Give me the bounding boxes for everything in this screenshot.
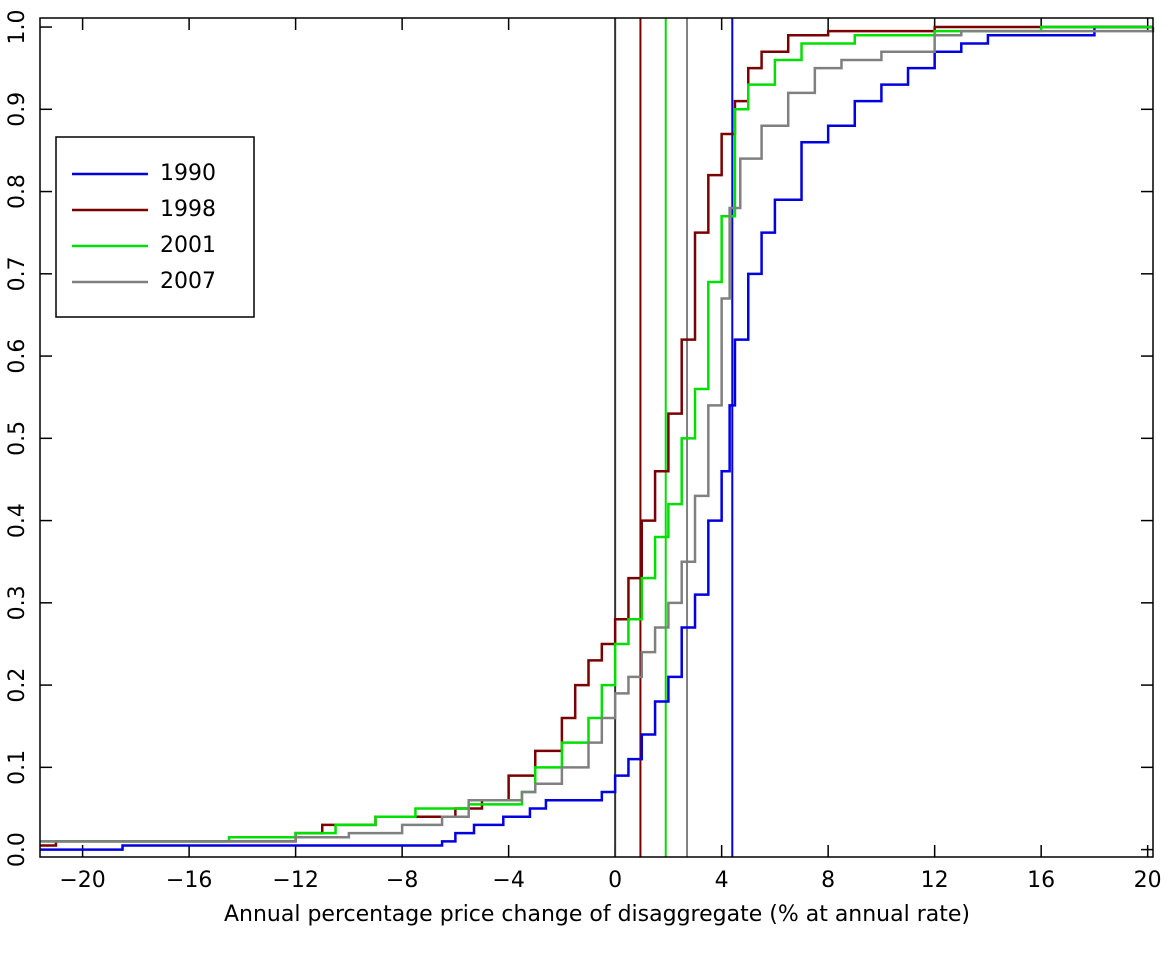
legend-label: 2007 — [160, 269, 216, 294]
y-tick-label: 0.7 — [5, 256, 30, 291]
y-tick-label: 0.4 — [5, 503, 30, 538]
y-tick-label: 0.6 — [5, 339, 30, 374]
y-tick-label: 0.5 — [5, 421, 30, 456]
x-axis-label: Annual percentage price change of disagg… — [224, 902, 970, 927]
y-tick-label: 0.8 — [5, 174, 30, 209]
y-tick-label: 0.9 — [5, 92, 30, 127]
x-tick-label: −16 — [166, 868, 212, 893]
step-line — [40, 25, 1153, 843]
legend-box — [55, 136, 255, 318]
x-tick-label: 20 — [1134, 868, 1162, 893]
x-tick-label: −8 — [386, 868, 418, 893]
x-tick-label: 8 — [821, 868, 835, 893]
plot-frame — [39, 17, 1154, 858]
step-line — [40, 25, 1153, 847]
y-tick-label: 0.1 — [5, 750, 30, 785]
legend-label: 1998 — [160, 197, 216, 222]
legend-label: 1990 — [160, 161, 216, 186]
y-tick-label: 0.0 — [5, 832, 30, 867]
legend-label: 2001 — [160, 233, 216, 258]
x-tick-label: −20 — [59, 868, 105, 893]
x-tick-label: −12 — [272, 868, 318, 893]
x-tick-label: 0 — [608, 868, 622, 893]
step-line — [40, 27, 1155, 843]
x-tick-label: 16 — [1027, 868, 1055, 893]
x-tick-label: 12 — [921, 868, 949, 893]
step-line — [40, 25, 1153, 851]
x-tick-label: 4 — [715, 868, 729, 893]
x-tick-label: −4 — [492, 868, 524, 893]
y-tick-label: 1.0 — [5, 10, 30, 45]
y-tick-label: 0.2 — [5, 668, 30, 703]
y-tick-label: 0.3 — [5, 585, 30, 620]
